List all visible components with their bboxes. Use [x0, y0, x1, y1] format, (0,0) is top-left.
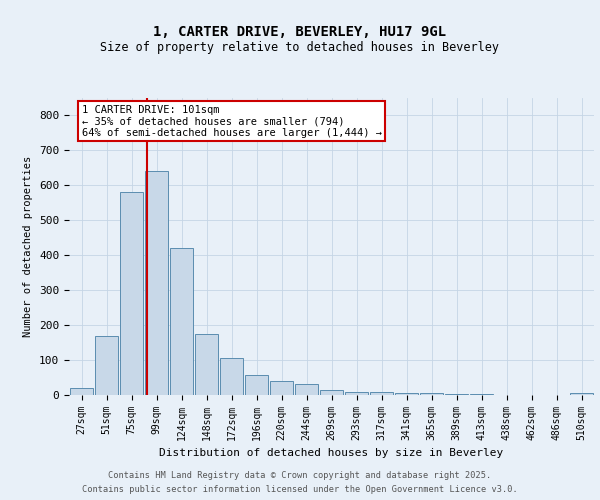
Bar — [420, 393, 443, 395]
Text: 1, CARTER DRIVE, BEVERLEY, HU17 9GL: 1, CARTER DRIVE, BEVERLEY, HU17 9GL — [154, 26, 446, 40]
Bar — [245, 375, 268, 395]
Bar — [470, 394, 493, 395]
Bar — [295, 384, 318, 395]
Bar — [145, 171, 168, 395]
Bar — [370, 392, 393, 395]
Text: Contains HM Land Registry data © Crown copyright and database right 2025.: Contains HM Land Registry data © Crown c… — [109, 472, 491, 480]
Bar — [70, 388, 93, 395]
Text: Contains public sector information licensed under the Open Government Licence v3: Contains public sector information licen… — [82, 484, 518, 494]
Bar — [570, 393, 593, 395]
Bar — [95, 336, 118, 395]
Bar — [445, 394, 468, 395]
Text: 1 CARTER DRIVE: 101sqm
← 35% of detached houses are smaller (794)
64% of semi-de: 1 CARTER DRIVE: 101sqm ← 35% of detached… — [82, 104, 382, 138]
Bar — [120, 192, 143, 395]
Y-axis label: Number of detached properties: Number of detached properties — [23, 156, 34, 337]
Text: Size of property relative to detached houses in Beverley: Size of property relative to detached ho… — [101, 41, 499, 54]
X-axis label: Distribution of detached houses by size in Beverley: Distribution of detached houses by size … — [160, 448, 503, 458]
Bar — [345, 392, 368, 395]
Bar — [195, 334, 218, 395]
Bar — [220, 358, 243, 395]
Bar — [320, 390, 343, 395]
Bar — [270, 381, 293, 395]
Bar — [395, 393, 418, 395]
Bar — [170, 248, 193, 395]
